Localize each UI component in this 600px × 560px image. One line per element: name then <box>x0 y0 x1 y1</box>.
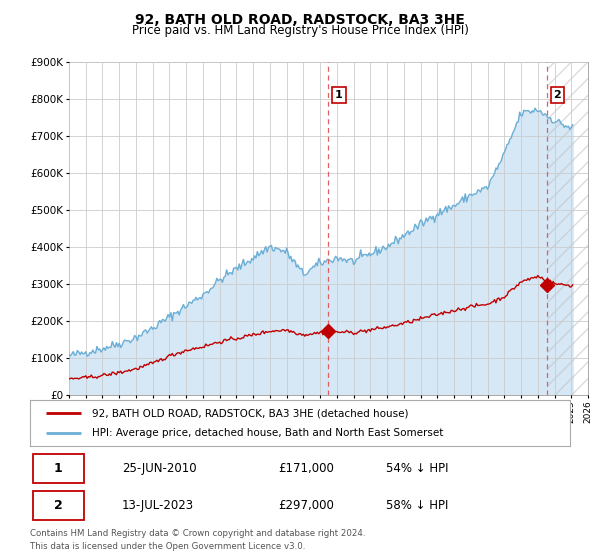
Text: 1: 1 <box>54 461 62 475</box>
Text: 58% ↓ HPI: 58% ↓ HPI <box>386 499 449 512</box>
Text: 92, BATH OLD ROAD, RADSTOCK, BA3 3HE: 92, BATH OLD ROAD, RADSTOCK, BA3 3HE <box>135 13 465 27</box>
FancyBboxPatch shape <box>33 454 84 483</box>
Text: 1: 1 <box>335 90 343 100</box>
Text: 54% ↓ HPI: 54% ↓ HPI <box>386 461 449 475</box>
Text: 13-JUL-2023: 13-JUL-2023 <box>122 499 194 512</box>
Text: 25-JUN-2010: 25-JUN-2010 <box>122 461 196 475</box>
FancyBboxPatch shape <box>33 491 84 520</box>
Text: Contains HM Land Registry data © Crown copyright and database right 2024.
This d: Contains HM Land Registry data © Crown c… <box>30 529 365 550</box>
Text: 92, BATH OLD ROAD, RADSTOCK, BA3 3HE (detached house): 92, BATH OLD ROAD, RADSTOCK, BA3 3HE (de… <box>92 408 409 418</box>
Text: 2: 2 <box>554 90 561 100</box>
Text: 2: 2 <box>54 499 62 512</box>
Text: £297,000: £297,000 <box>278 499 334 512</box>
Text: Price paid vs. HM Land Registry's House Price Index (HPI): Price paid vs. HM Land Registry's House … <box>131 24 469 37</box>
Text: HPI: Average price, detached house, Bath and North East Somerset: HPI: Average price, detached house, Bath… <box>92 428 443 438</box>
Text: £171,000: £171,000 <box>278 461 334 475</box>
Bar <box>547 62 588 395</box>
